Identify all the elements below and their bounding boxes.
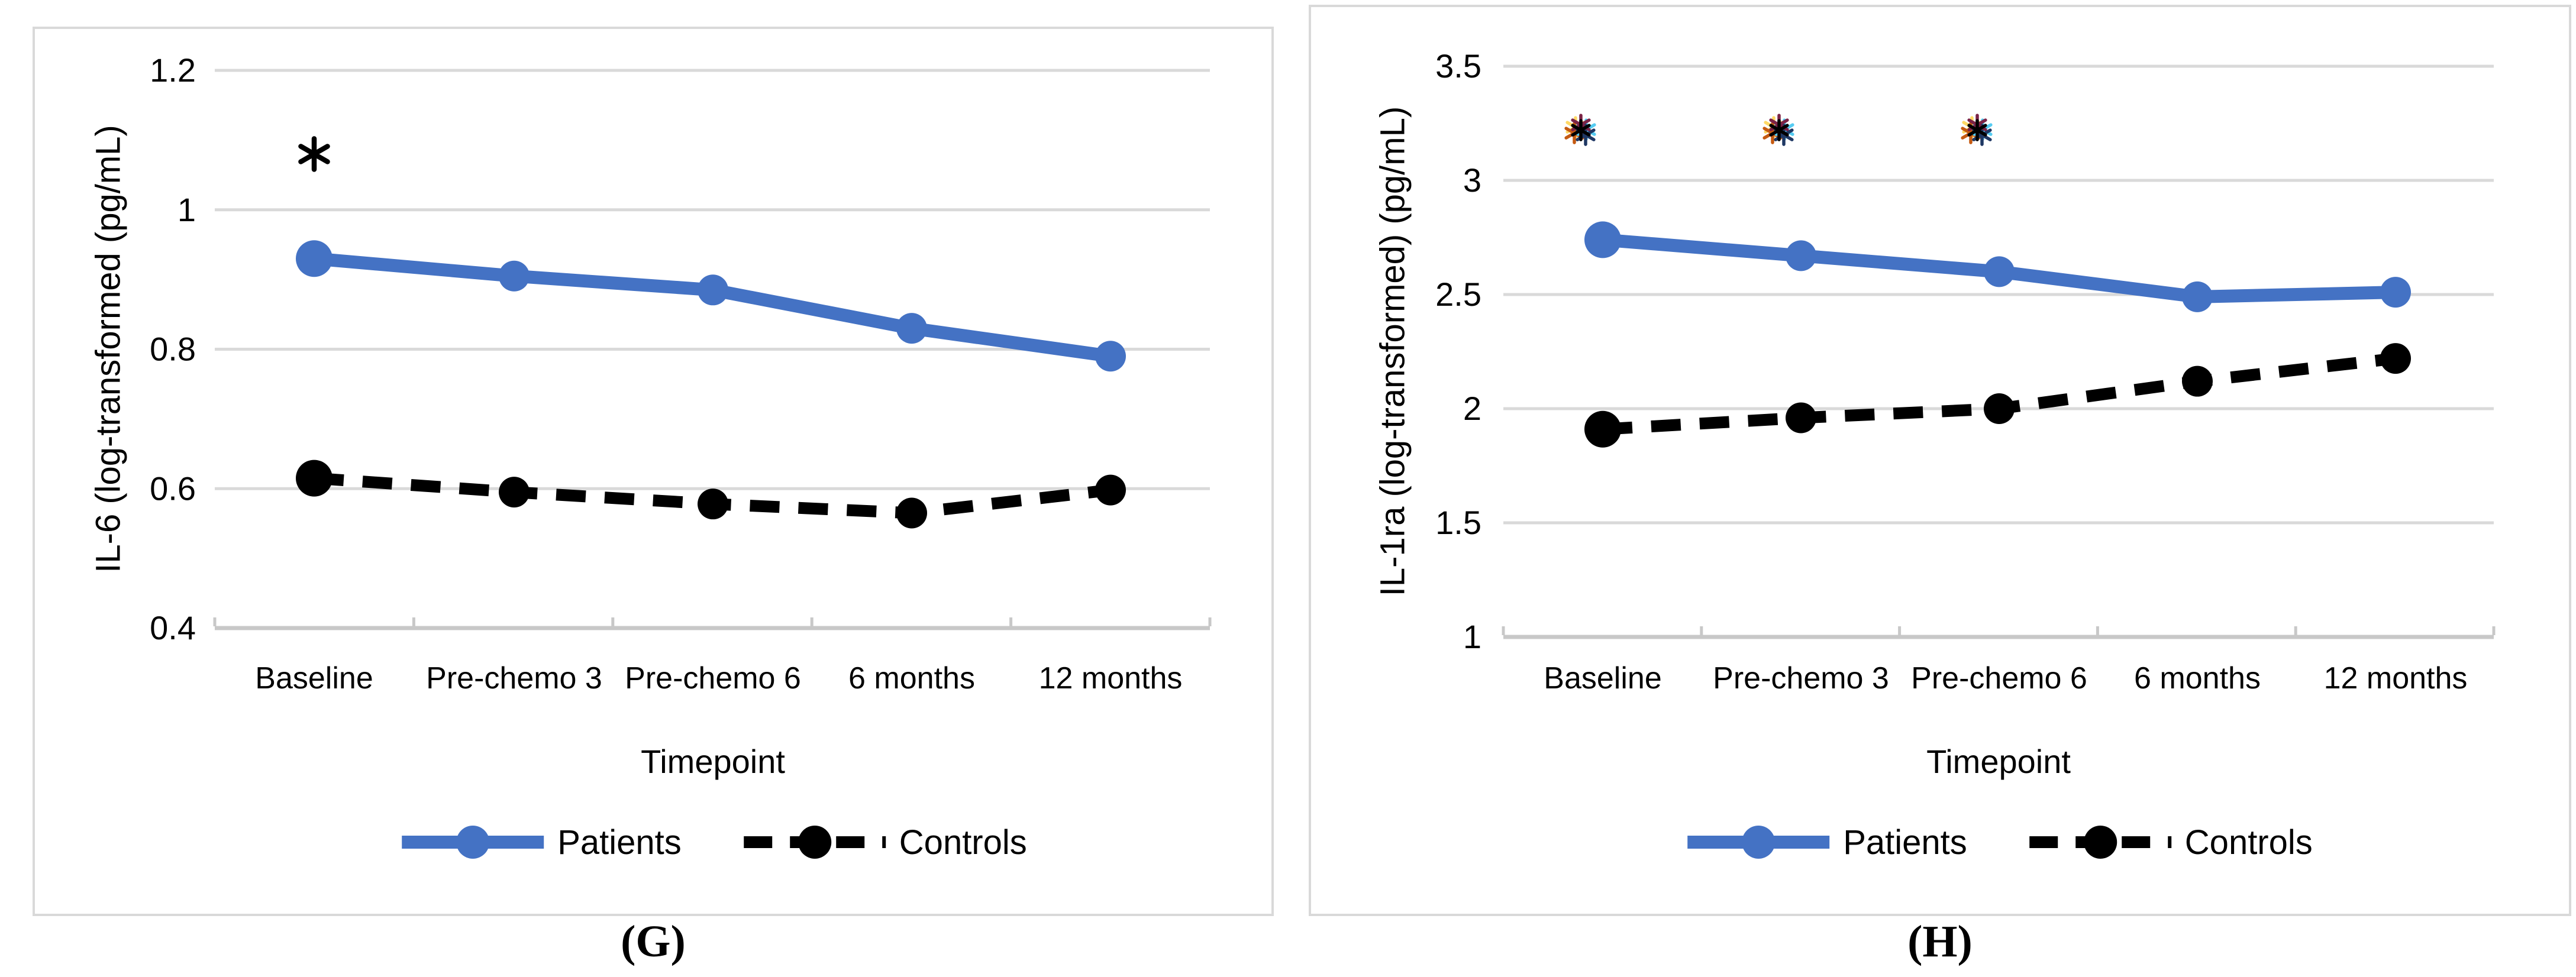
series-controls-marker — [1095, 474, 1126, 506]
series-patients-marker — [499, 260, 530, 292]
series-controls-marker — [1786, 402, 1816, 433]
legend-label-controls: Controls — [899, 823, 1027, 862]
x-category-label: 12 months — [1039, 661, 1183, 695]
series-patients-marker — [698, 274, 728, 306]
significance-asterisk — [1967, 124, 1987, 137]
chart-G-plot: 1.2 1 0.8 0.6 0.4 Baseline Pre-chemo 3 Pre-chem… — [150, 51, 1212, 695]
y-tick-label: 1.2 — [150, 51, 196, 89]
y-tick-label: 0.6 — [150, 470, 196, 507]
series-patients-marker — [1584, 221, 1621, 258]
panel-H: IL-1ra (log-transformed) (pg/mL) 3.5 3 2.5… — [1309, 5, 2571, 916]
series-controls-marker — [698, 488, 728, 520]
panel-label-G: (G) — [621, 917, 686, 966]
series-controls-marker — [499, 477, 530, 508]
series-patients-marker — [2182, 281, 2213, 312]
x-axis-title-H: Timepoint — [1926, 743, 2071, 780]
controls-line-swatch — [743, 826, 886, 859]
x-category-label: 12 months — [2324, 661, 2468, 695]
legend-swatch-marker — [1742, 826, 1776, 859]
series-patients-marker — [896, 313, 927, 344]
legend-swatch-marker — [798, 826, 831, 859]
legend-item-controls: Controls — [2026, 821, 2313, 863]
significance-asterisk — [1571, 124, 1591, 137]
y-tick-label: 2.5 — [1435, 276, 1481, 313]
y-tick-label: 0.4 — [150, 609, 196, 646]
series-controls-marker — [296, 460, 333, 497]
legend-item-controls: Controls — [741, 821, 1027, 863]
x-category-label: Pre-chemo 6 — [625, 661, 801, 695]
significance-asterisk — [1769, 124, 1789, 137]
x-category-label: Baseline — [255, 661, 373, 695]
legend-swatch-marker — [456, 826, 490, 859]
y-tick-label: 3.5 — [1435, 47, 1481, 85]
chart-H-plot: 3.5 3 2.5 2 1.5 1 Baseline Pre-chemo 3 Pre-chemo… — [1435, 47, 2496, 695]
legend-H: Patients Controls — [1684, 821, 2313, 863]
y-tick-label: 2 — [1463, 390, 1481, 427]
y-tick-label: 1.5 — [1435, 504, 1481, 541]
patients-line-swatch — [1687, 826, 1830, 859]
legend-item-patients: Patients — [1684, 821, 1967, 863]
y-tick-label: 0.8 — [150, 331, 196, 368]
legend-label-patients: Patients — [557, 823, 682, 862]
y-tick-label: 1 — [177, 191, 196, 228]
y-tick-label: 1 — [1463, 618, 1481, 655]
x-axis-title-G: Timepoint — [641, 743, 785, 780]
x-category-label: Pre-chemo 6 — [1911, 661, 2087, 695]
series-patients-marker — [1786, 240, 1816, 271]
series-patients-marker — [1095, 341, 1126, 372]
x-category-label: Baseline — [1544, 661, 1661, 695]
legend-swatch-marker — [2083, 826, 2117, 859]
controls-line-swatch — [2029, 826, 2171, 859]
x-category-label: Pre-chemo 3 — [1713, 661, 1889, 695]
series-controls-marker — [2380, 343, 2411, 374]
panel-G: IL-6 (log-transformed (pg/mL) 1.2 1 0.8 0.6… — [33, 27, 1274, 916]
x-category-label: 6 months — [2134, 661, 2261, 695]
series-controls-marker — [1584, 410, 1621, 448]
series-controls-marker — [1984, 393, 2015, 424]
series-patients-marker — [296, 240, 333, 277]
x-category-label: 6 months — [848, 661, 975, 695]
legend-label-patients: Patients — [1843, 823, 1967, 862]
series-patients-line — [308, 252, 1117, 363]
series-controls-marker — [2182, 365, 2213, 397]
legend-item-patients: Patients — [399, 821, 682, 863]
patients-line-swatch — [402, 826, 544, 859]
panel-label-H: (H) — [1907, 917, 1973, 966]
series-patients-marker — [2380, 277, 2411, 308]
x-category-label: Pre-chemo 3 — [426, 661, 602, 695]
legend-G: Patients Controls — [399, 821, 1027, 863]
series-patients-marker — [1984, 256, 2015, 287]
legend-label-controls: Controls — [2184, 823, 2313, 862]
series-controls-marker — [896, 497, 927, 529]
significance-asterisk — [298, 144, 330, 164]
y-tick-label: 3 — [1463, 161, 1481, 199]
